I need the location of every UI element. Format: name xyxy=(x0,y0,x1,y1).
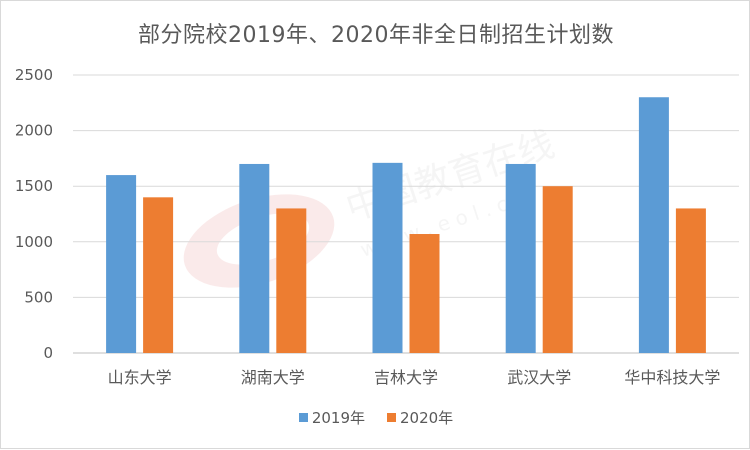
x-category-label: 吉林大学 xyxy=(374,368,438,387)
y-axis: 0 500 1000 1500 2000 2500 xyxy=(15,66,53,362)
x-category-label: 湖南大学 xyxy=(241,368,305,387)
x-category-label: 武汉大学 xyxy=(507,368,571,387)
bar-2020年-吉林大学 xyxy=(409,234,440,353)
bar-2019年-武汉大学 xyxy=(505,163,536,353)
legend-swatch-2019 xyxy=(298,413,308,422)
bars xyxy=(106,97,706,354)
bar-2019年-吉林大学 xyxy=(372,162,403,353)
bar-2020年-山东大学 xyxy=(143,197,174,353)
bar-2019年-山东大学 xyxy=(106,175,137,353)
legend-label-2019: 2019年 xyxy=(311,409,365,427)
eol-watermark-logo: 中国教育在线 w w w . e o l . c n xyxy=(183,124,559,288)
bar-2020年-湖南大学 xyxy=(276,208,307,353)
y-tick-label: 2000 xyxy=(15,122,53,140)
x-category-label: 华中科技大学 xyxy=(624,368,720,387)
bar-2020年-武汉大学 xyxy=(542,186,573,353)
bar-2019年-湖南大学 xyxy=(239,163,270,353)
y-tick-label: 0 xyxy=(43,344,53,362)
gridlines xyxy=(73,74,739,354)
x-category-label: 山东大学 xyxy=(108,368,172,387)
y-tick-label: 500 xyxy=(24,288,53,306)
legend-swatch-2020 xyxy=(387,413,396,422)
chart-title: 部分院校2019年、2020年非全日制招生计划数 xyxy=(138,23,614,48)
legend-label-2020: 2020年 xyxy=(400,409,454,427)
bar-2019年-华中科技大学 xyxy=(638,97,669,354)
x-axis: 山东大学 湖南大学 吉林大学 武汉大学 华中科技大学 xyxy=(108,368,721,387)
y-tick-label: 1000 xyxy=(15,233,53,251)
legend-item-2020: 2020年 xyxy=(387,407,453,428)
y-tick-label: 2500 xyxy=(15,66,53,84)
legend: 2019年 2020年 xyxy=(1,407,750,428)
y-tick-label: 1500 xyxy=(15,177,53,195)
legend-item-2019: 2019年 xyxy=(298,407,365,428)
bar-2020年-华中科技大学 xyxy=(675,208,706,353)
